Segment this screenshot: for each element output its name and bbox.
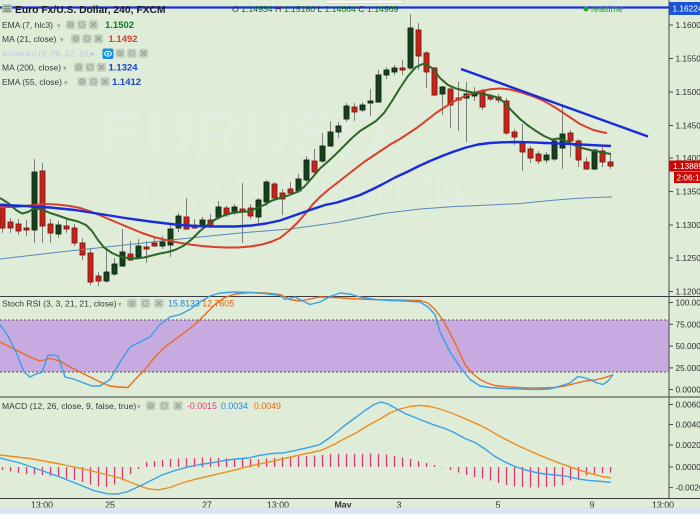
svg-text:15.8133: 15.8133	[168, 299, 200, 309]
svg-text:Euro Fx/U.S. Dollar, 240, FXCM: Euro Fx/U.S. Dollar, 240, FXCM	[15, 5, 166, 16]
svg-text:0.0049: 0.0049	[254, 401, 281, 411]
svg-text:EMA (55, close): EMA (55, close)	[2, 77, 62, 87]
svg-text:0.0040: 0.0040	[676, 420, 700, 430]
svg-text:realtime: realtime	[591, 4, 623, 14]
svg-text:1.1502: 1.1502	[105, 20, 134, 31]
svg-text:1.12500: 1.12500	[676, 253, 700, 263]
svg-text:1.16224: 1.16224	[673, 4, 700, 14]
svg-text:0.0000: 0.0000	[676, 462, 700, 472]
svg-text:1.13000: 1.13000	[676, 220, 700, 230]
svg-text:-0.0015: -0.0015	[187, 401, 217, 411]
svg-text:0.0020: 0.0020	[676, 440, 700, 450]
svg-text:1.13500: 1.13500	[676, 187, 700, 197]
svg-text:1.15500: 1.15500	[676, 54, 700, 64]
svg-text:MA (21, close): MA (21, close)	[2, 34, 56, 44]
svg-text:75.0000: 75.0000	[676, 319, 700, 329]
svg-text:-0.0020: -0.0020	[676, 483, 700, 493]
svg-text:MACD (12, 26, close, 9, false,: MACD (12, 26, close, 9, false, true)	[2, 401, 136, 411]
svg-text:1.1324: 1.1324	[109, 63, 139, 74]
svg-text:▾: ▾	[60, 37, 64, 44]
svg-text:1.15000: 1.15000	[676, 87, 700, 97]
svg-text:▾: ▾	[91, 52, 95, 59]
svg-text:100.000: 100.000	[676, 298, 700, 308]
svg-text:▾: ▾	[137, 404, 141, 411]
svg-text:▾: ▾	[57, 23, 61, 30]
svg-text:2:06:16: 2:06:16	[677, 173, 700, 183]
svg-text:1.1412: 1.1412	[112, 77, 141, 88]
svg-text:0.0060: 0.0060	[676, 400, 700, 410]
svg-text:▾: ▾	[118, 302, 122, 309]
svg-text:MA (200, close): MA (200, close)	[2, 63, 61, 73]
svg-text:50.0000: 50.0000	[676, 341, 700, 351]
svg-text:0.0000: 0.0000	[676, 385, 700, 395]
svg-text:1.12000: 1.12000	[676, 287, 700, 297]
svg-text:1.16000: 1.16000	[676, 20, 700, 30]
svg-text:EMA (7, hlc3): EMA (7, hlc3)	[2, 20, 53, 30]
svg-text:▾: ▾	[63, 66, 67, 73]
svg-text:O 1.14934 H 1.15180 L 1.14664: O 1.14934 H 1.15180 L 1.14664 C 1.14969	[232, 4, 399, 14]
svg-text:1.14500: 1.14500	[676, 121, 700, 131]
svg-text:1.1492: 1.1492	[109, 34, 138, 45]
svg-text:1.13889: 1.13889	[673, 161, 700, 171]
svg-text:0.0034: 0.0034	[221, 401, 248, 411]
svg-text:▾: ▾	[64, 80, 68, 87]
svg-text:Stoch RSI (3, 3, 21, 21, close: Stoch RSI (3, 3, 21, 21, close)	[2, 299, 117, 309]
svg-text:EURUSD: EURUSD	[99, 96, 386, 172]
svg-text:25.0000: 25.0000	[676, 363, 700, 373]
svg-text:12.7605: 12.7605	[202, 299, 234, 309]
svg-text:Ichimoku (9, 26, 52, 26): Ichimoku (9, 26, 52, 26)	[2, 49, 91, 59]
